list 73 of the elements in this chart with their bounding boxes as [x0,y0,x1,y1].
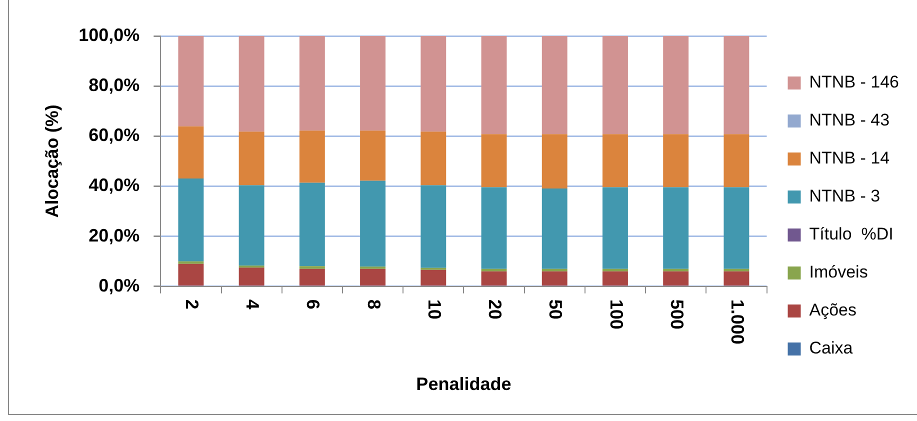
y-axis-title: Alocação (%) [42,104,62,218]
bar [360,268,386,286]
bar [602,187,628,269]
y-tick-label: 80,0% [88,75,140,96]
bar [299,130,325,183]
bar [420,270,446,286]
bar [420,36,446,132]
bar [602,36,628,134]
bar [663,271,689,286]
x-tick-label: 8 [364,299,384,310]
bar [542,271,568,286]
legend-label: NTNB - 3 [809,186,880,206]
bar [420,132,446,186]
legend-label: Caixa [809,338,854,358]
bar [238,185,264,266]
x-tick-label: 2 [182,299,202,310]
x-tick-label: 4 [242,299,263,310]
bar [724,268,750,272]
bar [299,36,325,131]
x-tick-label: 100 [606,299,626,330]
bar [724,271,750,286]
bar [178,126,204,178]
bar [542,134,568,188]
bar [178,178,204,262]
bar [360,130,386,181]
bar [724,134,750,188]
bar [602,271,628,286]
x-tick-label: 6 [303,299,324,310]
y-tick-label: 0,0% [98,275,140,296]
bar [481,36,507,134]
bar [360,180,386,267]
bar [178,36,204,126]
bar [481,187,507,269]
bar [481,134,507,188]
bar [178,264,204,286]
bar [238,132,264,186]
bar [663,36,689,134]
x-tick-label: 1.000 [727,299,748,344]
bar [542,188,568,269]
x-tick-label: 10 [424,299,444,320]
y-tick-label: 20,0% [88,225,140,246]
bar [663,187,689,269]
bar [602,268,628,272]
legend-label: Imóveis [809,262,868,282]
bar [663,134,689,188]
bar [602,134,628,188]
bar [724,187,750,269]
legend-label: NTNB - 14 [809,148,890,168]
bar [360,36,386,131]
x-tick-label: 50 [546,299,566,320]
bar [663,268,689,272]
bar [481,271,507,286]
bar [542,36,568,134]
y-tick-label: 100,0% [78,24,140,45]
bar [542,268,568,272]
bar [299,268,325,286]
legend-label: Título %DI [809,224,894,244]
x-axis-title: Penalidade [416,374,512,394]
legend-label: NTNB - 146 [809,72,899,92]
bar [724,36,750,134]
bar [299,182,325,266]
y-tick-label: 40,0% [88,175,140,196]
legend-label: Ações [809,300,856,320]
y-tick-label: 60,0% [88,125,140,146]
legend-label: NTNB - 43 [809,110,890,130]
bar [178,261,204,264]
bar [481,268,507,272]
bar [238,268,264,286]
bar [299,266,325,269]
bar [238,36,264,132]
bar [420,185,446,268]
x-tick-label: 20 [485,299,506,320]
x-tick-label: 500 [666,299,687,330]
